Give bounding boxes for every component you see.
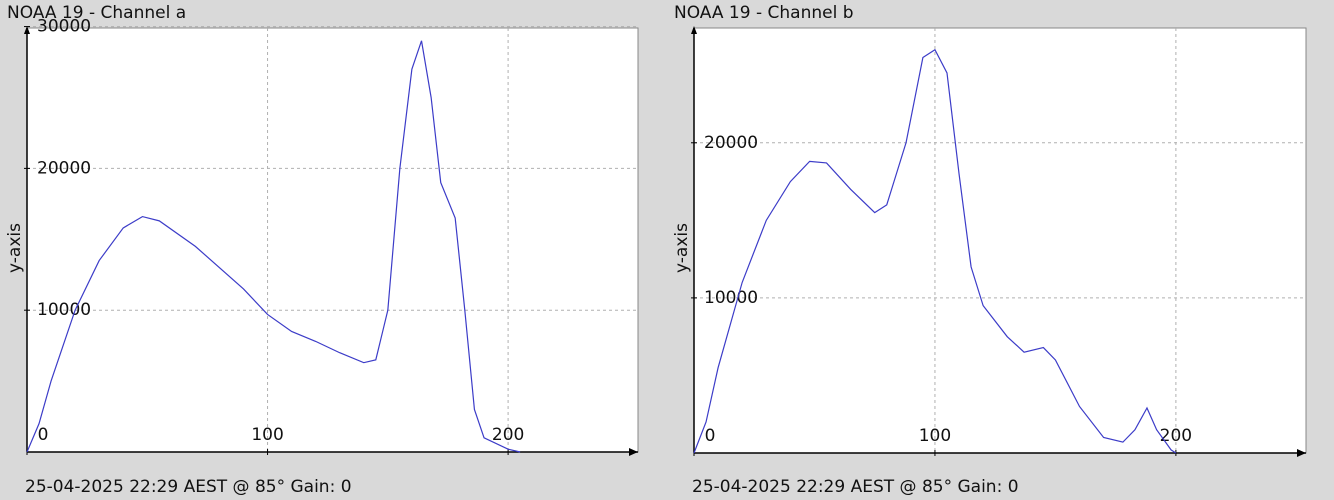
chart-title: NOAA 19 - Channel b: [674, 3, 854, 23]
y-tick-label: 10000: [37, 300, 91, 320]
plot-area: [26, 27, 639, 453]
y-tick-label: 30000: [37, 17, 91, 37]
x-tick-label: 200: [492, 425, 524, 445]
y-arrow: [691, 26, 697, 34]
data-line: [693, 48, 1177, 454]
plot-area: [693, 27, 1307, 454]
x-tick-label: 0: [705, 426, 716, 446]
y-tick-label: 20000: [37, 158, 91, 178]
x-tick-label: 0: [38, 425, 49, 445]
y-tick-label: 10000: [704, 288, 758, 308]
x-tick-label: 200: [1160, 426, 1192, 446]
x-tick-label: 100: [919, 426, 951, 446]
footer: 25-04-2025 22:29 AEST @ 85° Gain: 0: [25, 477, 352, 497]
footer: 25-04-2025 22:29 AEST @ 85° Gain: 0: [692, 477, 1019, 497]
y-tick-label: 20000: [704, 133, 758, 153]
y-axis-label: y-axis: [672, 223, 692, 273]
y-arrow: [24, 26, 30, 34]
chart-title: NOAA 19 - Channel a: [7, 3, 186, 23]
x-arrow: [629, 448, 638, 456]
data-line: [26, 40, 521, 453]
y-axis-label: y-axis: [5, 223, 25, 273]
x-tick-label: 100: [251, 425, 283, 445]
x-arrow: [1297, 449, 1306, 457]
